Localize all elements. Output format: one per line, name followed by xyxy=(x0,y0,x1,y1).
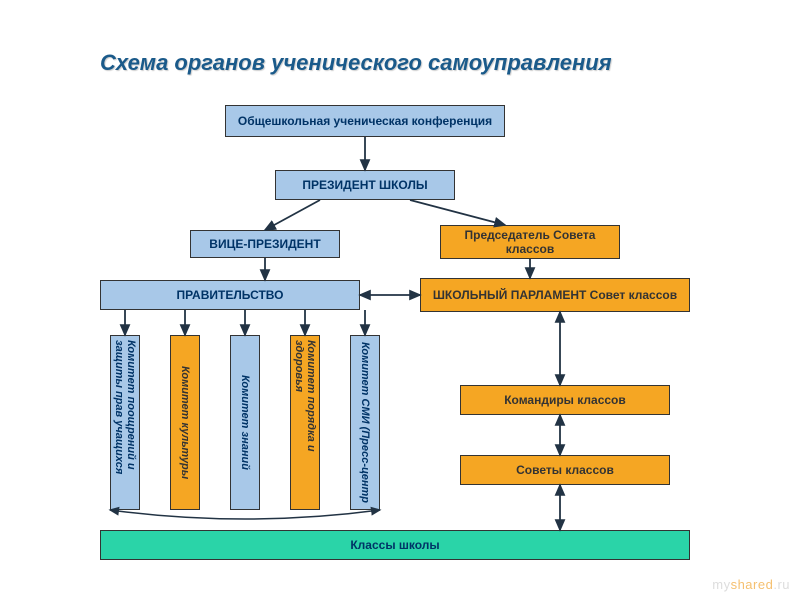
node-classes: Классы школы xyxy=(100,530,690,560)
node-chairman: Председатель Совета классов xyxy=(440,225,620,259)
watermark: myshared.ru xyxy=(712,577,790,592)
node-councils: Советы классов xyxy=(460,455,670,485)
committee-2: Комитет знаний xyxy=(230,335,260,510)
committee-3: Комитет порядка и здоровья xyxy=(290,335,320,510)
diagram-title: Схема органов ученического самоуправлени… xyxy=(100,50,612,76)
node-government: ПРАВИТЕЛЬСТВО xyxy=(100,280,360,310)
committee-0: Комитет поощрений и защиты прав учащихся xyxy=(110,335,140,510)
node-conference: Общешкольная ученическая конференция xyxy=(225,105,505,137)
node-vice: ВИЦЕ-ПРЕЗИДЕНТ xyxy=(190,230,340,258)
node-parliament: ШКОЛЬНЫЙ ПАРЛАМЕНТ Совет классов xyxy=(420,278,690,312)
node-commanders: Командиры классов xyxy=(460,385,670,415)
committee-4: Комитет СМИ (Пресс-центр xyxy=(350,335,380,510)
committee-1: Комитет культуры xyxy=(170,335,200,510)
node-president: ПРЕЗИДЕНТ ШКОЛЫ xyxy=(275,170,455,200)
